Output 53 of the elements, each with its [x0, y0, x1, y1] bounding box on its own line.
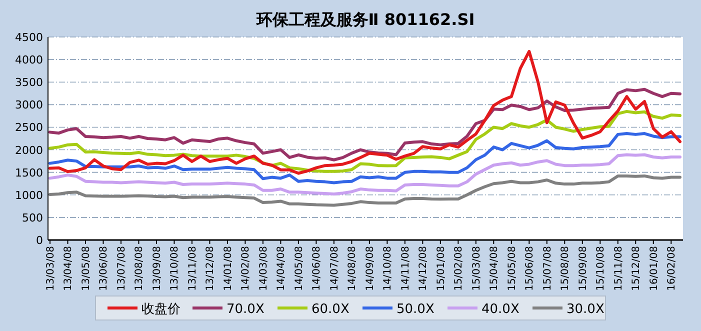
- x-tick-label: 13/11/08: [187, 246, 198, 291]
- x-tick-label: 15/08/08: [560, 246, 572, 291]
- y-tick-label: 1000: [15, 188, 43, 202]
- x-tick-label: 15/05/08: [506, 246, 518, 291]
- x-tick-label: 14/12/08: [418, 246, 430, 291]
- x-tick-label: 13/12/08: [205, 246, 216, 291]
- x-tick-label: 13/09/08: [152, 246, 163, 291]
- x-tick-label: 15/12/08: [631, 246, 642, 291]
- x-tick-label: 15/09/08: [578, 246, 589, 291]
- x-tick-label: 13/07/08: [116, 246, 128, 291]
- x-tick-label: 15/07/08: [542, 246, 554, 291]
- legend-label: 70.0X: [226, 302, 264, 317]
- x-tick-label: 13/08/08: [134, 246, 146, 291]
- x-tick-label: 13/10/08: [170, 246, 181, 291]
- legend-label: 30.0X: [566, 302, 604, 317]
- x-tick-label: 14/05/08: [294, 246, 305, 291]
- x-tick-label: 14/07/08: [329, 246, 340, 291]
- x-tick-label: 15/02/08: [454, 246, 465, 291]
- x-tick-label: 13/04/08: [63, 246, 74, 291]
- x-tick-label: 15/03/08: [471, 246, 482, 291]
- x-tick-label: 15/04/08: [489, 246, 500, 291]
- x-tick-label: 14/09/08: [364, 246, 376, 291]
- x-tick-label: 16/02/08: [666, 246, 678, 291]
- legend-label: 60.0X: [312, 302, 350, 317]
- x-tick-label: 13/05/08: [80, 246, 92, 291]
- y-tick-label: 4500: [15, 31, 43, 44]
- legend-label: 50.0X: [396, 302, 434, 317]
- y-tick-label: 3500: [15, 76, 43, 90]
- y-tick-label: 1500: [15, 166, 43, 180]
- x-tick-label: 14/10/08: [382, 246, 394, 291]
- y-tick-label: 2500: [15, 121, 43, 134]
- x-tick-label: 14/08/08: [347, 246, 358, 291]
- x-tick-label: 15/01/08: [436, 246, 447, 291]
- x-tick-label: 14/04/08: [276, 246, 288, 291]
- y-tick-label: 0: [36, 234, 43, 247]
- chart-title: 环保工程及服务Ⅱ 801162.SI: [255, 10, 475, 29]
- x-tick-label: 13/06/08: [98, 246, 110, 291]
- x-tick-label: 14/02/08: [240, 246, 252, 291]
- y-tick-label: 4000: [15, 54, 43, 67]
- y-tick-label: 2000: [15, 144, 43, 157]
- x-tick-label: 14/06/08: [312, 246, 323, 291]
- legend-label: 收盘价: [142, 302, 180, 317]
- x-tick-label: 15/06/08: [524, 246, 536, 291]
- legend-label: 40.0X: [482, 302, 520, 317]
- y-tick-label: 500: [22, 211, 43, 224]
- x-tick-label: 16/01/08: [648, 246, 660, 291]
- x-tick-label: 15/10/08: [596, 246, 607, 291]
- x-tick-label: 14/11/08: [400, 246, 412, 291]
- x-tick-label: 13/03/08: [46, 246, 56, 291]
- x-tick-label: 15/11/08: [613, 246, 624, 291]
- x-tick-label: 14/03/08: [258, 246, 270, 291]
- x-tick-label: 14/01/08: [222, 246, 234, 291]
- y-tick-label: 3000: [15, 98, 43, 112]
